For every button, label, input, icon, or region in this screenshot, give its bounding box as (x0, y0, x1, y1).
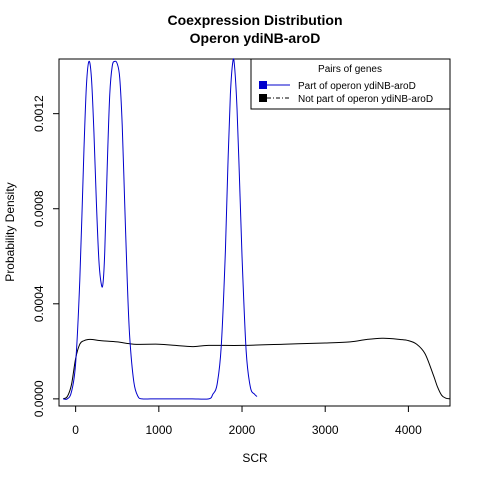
x-tick-label: 2000 (229, 423, 256, 437)
legend-label-part-of-operon: Part of operon ydiNB-aroD (298, 81, 416, 92)
chart-subtitle: Operon ydiNB-aroD (190, 30, 321, 46)
y-axis: 0.0000 0.0004 0.0008 0.0012 (32, 95, 59, 417)
legend-swatch-not-part-of-operon (259, 94, 267, 102)
y-tick-label: 0.0000 (32, 380, 46, 417)
legend-label-not-part-of-operon: Not part of operon ydiNB-aroD (298, 94, 433, 105)
legend-box (250, 58, 451, 110)
y-tick-label: 0.0004 (32, 285, 46, 322)
y-tick-label: 0.0012 (32, 95, 46, 132)
x-axis: 0 1000 2000 3000 4000 (72, 406, 422, 437)
legend: Pairs of genes Part of operon ydiNB-aroD… (250, 58, 451, 110)
x-tick-label: 3000 (312, 423, 339, 437)
x-tick-label: 4000 (395, 423, 422, 437)
chart-title: Coexpression Distribution (167, 12, 342, 28)
series-line-part-of-operon (63, 58, 258, 400)
y-axis-label: Probability Density (3, 182, 17, 281)
y-tick-label: 0.0008 (32, 190, 46, 227)
legend-title: Pairs of genes (318, 64, 382, 75)
x-axis-label: SCR (242, 451, 268, 465)
x-tick-label: 1000 (145, 423, 172, 437)
series-layer (62, 58, 451, 400)
x-tick-label: 0 (72, 423, 79, 437)
legend-swatch-part-of-operon (259, 81, 267, 89)
series-line-not-part-of-operon (62, 337, 451, 400)
